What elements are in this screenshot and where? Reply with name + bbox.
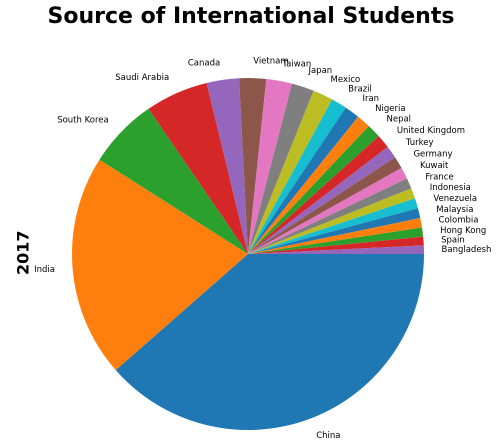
chart-title: Source of International Students xyxy=(47,4,455,29)
pie-slice-spain xyxy=(248,236,424,254)
slice-label-china: China xyxy=(316,431,340,441)
pie-slice-nigeria xyxy=(248,116,369,254)
pie-slice-south-korea xyxy=(99,108,248,254)
slice-label-france: France xyxy=(425,172,453,182)
pie-slice-venezuela xyxy=(248,198,418,254)
slice-label-nepal: Nepal xyxy=(386,115,411,125)
pie-slice-japan xyxy=(248,83,314,254)
slice-label-germany: Germany xyxy=(413,149,452,159)
pie-slice-iran xyxy=(248,107,359,255)
slice-label-taiwan: Taiwan xyxy=(281,59,311,69)
pie-slice-hong-kong xyxy=(248,227,424,254)
pie-slice-germany xyxy=(248,157,402,254)
slice-label-iran: Iran xyxy=(362,94,379,104)
pie-slice-colombia xyxy=(248,218,422,254)
pie-slice-united-kingdom xyxy=(248,136,388,254)
pie-slice-brazil xyxy=(248,99,346,255)
slice-label-malaysia: Malaysia xyxy=(436,205,473,215)
pie-slice-india xyxy=(72,159,249,371)
pie-slice-mexico xyxy=(248,90,333,255)
slice-label-saudi-arabia: Saudi Arabia xyxy=(115,73,169,83)
slice-label-bangladesh: Bangladesh xyxy=(442,245,492,255)
pie-slice-saudi-arabia xyxy=(148,82,248,254)
pie-slice-turkey xyxy=(248,146,396,254)
pie-slice-canada xyxy=(206,78,248,254)
pie-slice-taiwan xyxy=(248,78,293,255)
slice-label-united-kingdom: United Kingdom xyxy=(397,126,465,136)
slice-label-turkey: Turkey xyxy=(405,138,434,148)
pie-slice-bangladesh xyxy=(248,245,425,254)
slice-label-mexico: Mexico xyxy=(331,75,361,85)
slice-label-colombia: Colombia xyxy=(439,216,479,226)
slice-label-kuwait: Kuwait xyxy=(420,161,449,171)
pie-slice-nepal xyxy=(248,126,379,254)
pie-slice-china xyxy=(115,254,425,430)
slice-label-hong-kong: Hong Kong xyxy=(440,226,486,236)
slice-label-south-korea: South Korea xyxy=(57,116,109,126)
slice-label-india: India xyxy=(34,265,55,275)
slice-label-vietnam: Vietnam xyxy=(253,56,288,66)
slice-label-nigeria: Nigeria xyxy=(375,104,405,114)
pie-slice-vietnam xyxy=(239,78,267,255)
slice-label-canada: Canada xyxy=(188,58,220,68)
slice-label-venezuela: Venezuela xyxy=(433,194,477,204)
slice-label-indonesia: Indonesia xyxy=(430,183,471,193)
slice-label-brazil: Brazil xyxy=(348,84,372,94)
slice-label-spain: Spain xyxy=(441,236,465,246)
pie-slice-malaysia xyxy=(248,208,421,254)
pie-slice-france xyxy=(248,178,412,254)
pie-slice-indonesia xyxy=(248,188,415,254)
slice-label-japan: Japan xyxy=(307,66,332,76)
pie-slice-kuwait xyxy=(248,167,407,254)
